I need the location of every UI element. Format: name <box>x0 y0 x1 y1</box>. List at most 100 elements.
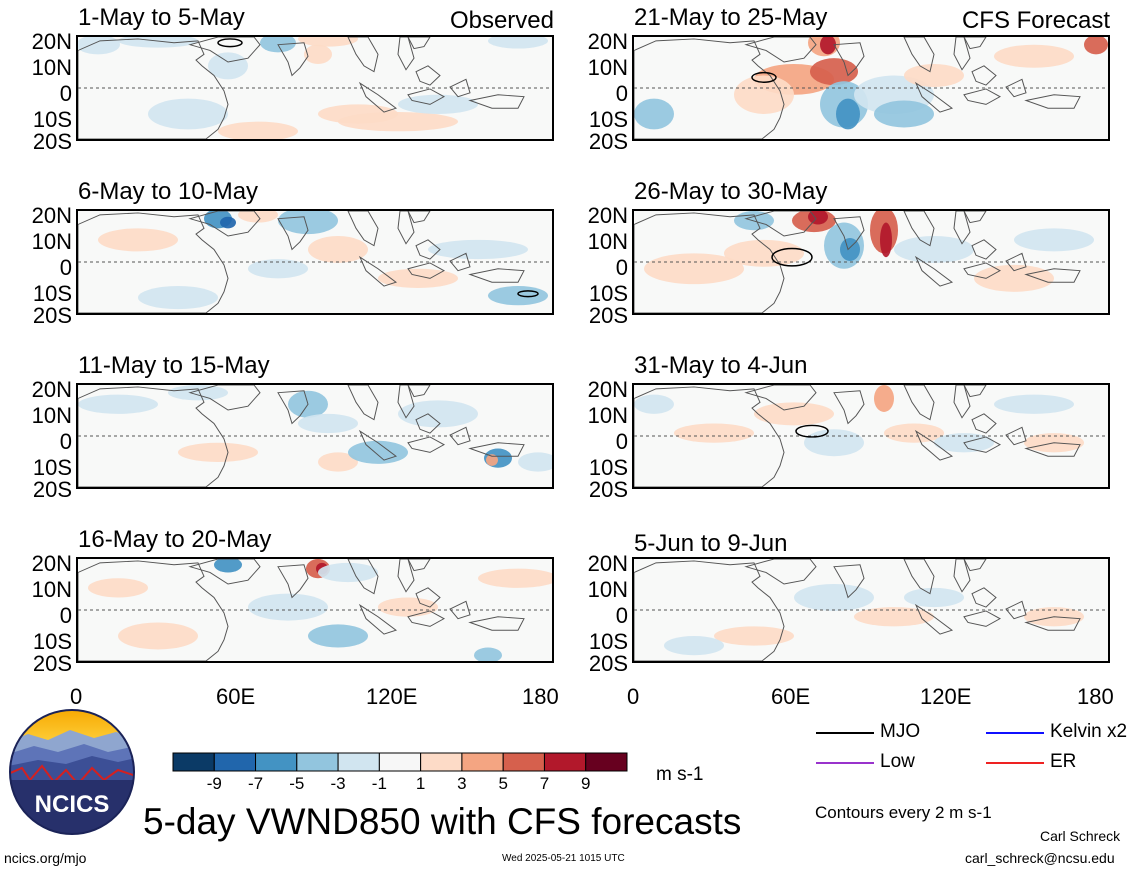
anomaly-patch <box>974 264 1054 292</box>
colorbar-tick-label: -1 <box>371 774 387 793</box>
y-tick-label: 20N <box>31 29 72 54</box>
coastline <box>963 610 1002 627</box>
anomaly-patch <box>894 236 974 263</box>
coastline <box>744 559 817 585</box>
panel-title: 31-May to 4-Jun <box>634 352 808 379</box>
anomaly-patch <box>880 222 892 258</box>
y-tick-label: 0 <box>59 603 72 628</box>
coastline <box>277 390 309 425</box>
anomaly-patch <box>118 622 198 650</box>
y-tick-label: 0 <box>59 81 72 106</box>
legend: MJO Kelvin x2 Low ER <box>812 722 1132 782</box>
anomaly-patch <box>78 394 158 414</box>
coastline <box>1005 252 1027 272</box>
legend-swatch-er <box>986 762 1044 764</box>
y-tick-label: 10N <box>587 403 628 428</box>
coastline <box>468 94 525 109</box>
anomaly-patch <box>88 578 148 598</box>
coastline <box>407 37 431 50</box>
legend-label-kelvin: Kelvin x2 <box>1050 721 1128 742</box>
mjo-contour <box>517 290 539 298</box>
anomaly-patch <box>148 98 228 130</box>
coastline <box>347 211 379 247</box>
map-panel <box>76 209 554 315</box>
anomaly-patch <box>118 37 198 48</box>
anomaly-patch <box>518 452 552 472</box>
coastline <box>78 386 229 487</box>
anomaly-patch <box>734 75 794 114</box>
colorbar-cell <box>420 752 463 772</box>
colorbar-tick-label: -9 <box>206 774 222 793</box>
mjo-contour <box>795 424 829 438</box>
y-tick-label: 10S <box>588 107 628 132</box>
y-tick-label: 20N <box>587 29 628 54</box>
y-tick-label: 0 <box>59 255 72 280</box>
footer-timestamp: Wed 2025-05-21 1015 UTC <box>502 853 625 864</box>
coastline <box>903 559 935 595</box>
coastline <box>358 603 398 635</box>
colorbar-cell <box>213 752 257 772</box>
coastline <box>963 385 987 398</box>
y-tick-label: 10S <box>32 629 72 654</box>
y-tick-label: 20N <box>587 551 628 576</box>
y-tick-label: 10N <box>31 229 72 254</box>
x-tick-label: 180 <box>1077 684 1114 709</box>
legend-label-low: Low <box>880 751 915 772</box>
coastline <box>407 385 431 398</box>
map-field <box>634 211 1108 313</box>
map-field <box>78 37 552 139</box>
forecast-tag: CFS Forecast <box>961 7 1110 34</box>
colorbar-tick-label: 7 <box>539 774 550 793</box>
colorbar-tick-label: -7 <box>247 774 264 793</box>
coastline <box>407 610 446 627</box>
coastline <box>971 65 997 86</box>
coastline <box>468 616 525 631</box>
x-tick-label: 60E <box>771 684 811 709</box>
coastline <box>963 88 1002 105</box>
anomaly-patch <box>208 52 248 80</box>
anomaly-patch <box>1084 37 1108 55</box>
footer-site: ncics.org/mjo <box>4 850 87 866</box>
map-panel <box>76 557 554 663</box>
coastline <box>358 429 398 461</box>
map-field <box>634 37 1108 139</box>
legend-label-mjo: MJO <box>880 721 921 742</box>
y-tick-label: 20S <box>588 129 628 154</box>
anomaly-patch <box>634 98 674 130</box>
coastline <box>833 564 865 599</box>
coastline <box>744 211 817 237</box>
colorbar-tick-label: 3 <box>457 774 467 793</box>
coastline <box>449 600 471 620</box>
coastline <box>397 37 415 71</box>
anomaly-patch <box>168 385 228 401</box>
map-field <box>78 559 552 661</box>
anomaly-patch <box>804 429 864 457</box>
map-field <box>634 559 1108 661</box>
anomaly-patch <box>994 44 1074 68</box>
coastline <box>903 37 935 73</box>
map-field <box>634 385 1108 487</box>
colorbar <box>172 752 628 772</box>
coastline <box>963 211 987 224</box>
anomaly-patch <box>674 423 754 443</box>
colorbar-cell <box>255 752 298 772</box>
coastline <box>903 211 935 247</box>
coastline <box>634 212 785 313</box>
coastline <box>634 386 785 487</box>
logo-text: NCICS <box>35 791 110 818</box>
anomaly-patch <box>794 584 874 611</box>
anomaly-patch <box>398 94 478 114</box>
y-tick-label: 0 <box>615 603 628 628</box>
y-tick-label: 10N <box>587 577 628 602</box>
y-tick-label: 10S <box>588 455 628 480</box>
anomaly-patch <box>820 37 836 55</box>
legend-swatch-low <box>816 762 874 764</box>
y-tick-label: 0 <box>615 81 628 106</box>
anomaly-patch <box>478 568 552 588</box>
coastline <box>78 560 229 661</box>
anomaly-patch <box>248 593 328 621</box>
coastline <box>914 81 954 113</box>
colorbar-cell <box>502 752 545 772</box>
coastline <box>277 564 309 599</box>
anomaly-patch <box>138 286 218 310</box>
